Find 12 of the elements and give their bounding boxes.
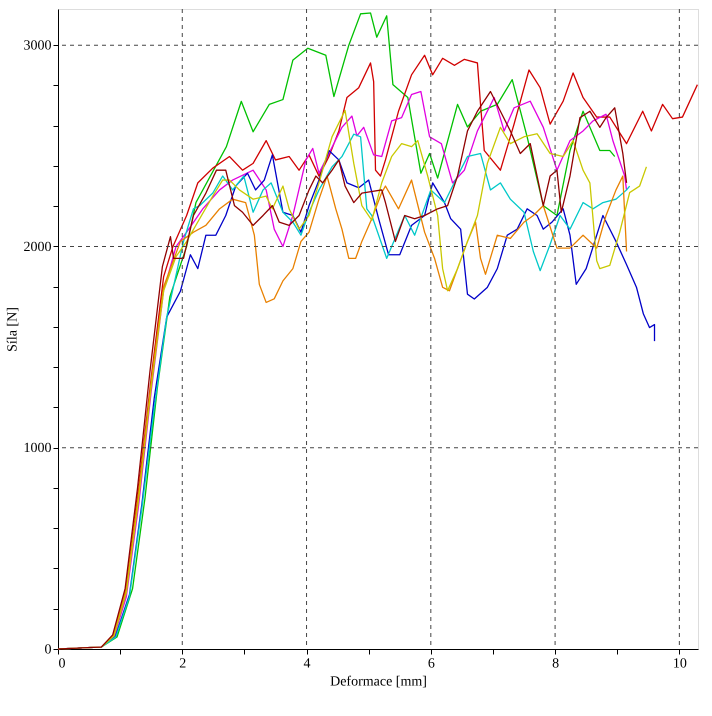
y-axis-title: Síla [N]	[6, 307, 20, 352]
x-tick-label: 2	[179, 656, 186, 672]
x-tick-label: 10	[672, 656, 687, 672]
y-tick-label: 0	[44, 642, 52, 658]
x-tick-label: 0	[58, 656, 66, 672]
x-axis-title: Deformace [mm]	[330, 674, 427, 690]
y-tick-label: 1000	[24, 441, 52, 456]
x-tick-label: 6	[428, 656, 435, 672]
y-tick-label: 3000	[24, 38, 52, 54]
y-tick-label: 2000	[24, 240, 52, 255]
x-tick-label: 4	[304, 656, 311, 672]
x-tick-label: 8	[552, 656, 560, 672]
